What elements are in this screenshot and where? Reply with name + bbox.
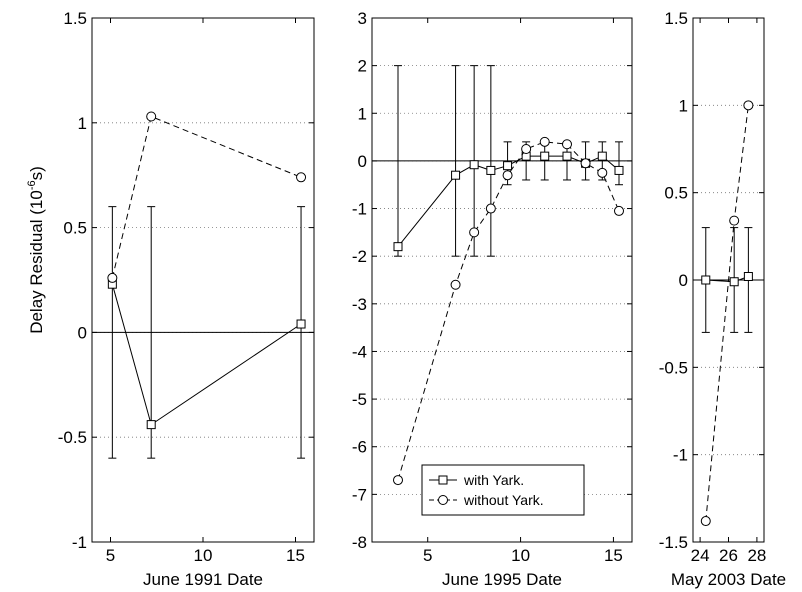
- series-line-without: [397, 141, 620, 481]
- x-tick-label: 5: [106, 546, 115, 565]
- legend-box: [421, 464, 585, 516]
- data-point-circle: [502, 170, 513, 181]
- data-point-square: [540, 151, 550, 161]
- y-tick-label: 1: [679, 96, 688, 115]
- y-tick-label: -7: [352, 485, 367, 504]
- data-point-square: [503, 161, 513, 171]
- data-point-square: [597, 151, 607, 161]
- data-point-square: [451, 170, 461, 180]
- data-point-circle: [521, 144, 532, 154]
- y-tick-label: -0.5: [58, 428, 87, 447]
- legend-marker-circle: [438, 495, 448, 505]
- y-tick-label: 1: [358, 104, 367, 123]
- data-point-circle: [562, 139, 572, 150]
- panel-3: -1.5 -1 -0.5 0 0.5 1 1.5 24 26 28 May 2003 Date: [659, 9, 786, 589]
- y-tick-label: -1: [352, 200, 367, 219]
- y-tick-label: -5: [352, 390, 367, 409]
- y-tick-label: 2: [358, 57, 367, 76]
- legend: with Yark. without Yark.: [421, 464, 585, 516]
- x-axis-title: May 2003 Date: [671, 570, 786, 589]
- legend-label-without: without Yark.: [463, 492, 544, 508]
- data-point-circle: [729, 215, 740, 226]
- data-point-circle: [485, 203, 496, 214]
- plot-frame: [91, 17, 315, 543]
- data-point-square: [296, 319, 306, 329]
- x-tick-label: 15: [604, 546, 623, 565]
- y-tick-label: -1.5: [659, 533, 688, 552]
- panel-1: -1 -0.5 0 0.5 1 1.5 5 10 15 June 1991 Date: [58, 9, 315, 589]
- series-line-with: [705, 276, 749, 283]
- y-axis-title: Delay Residual (10-6s): [26, 166, 46, 334]
- data-point-circle: [614, 205, 624, 216]
- y-tick-label: 1: [78, 114, 87, 133]
- data-point-square: [393, 242, 403, 252]
- y-tick-label: 0: [679, 271, 688, 290]
- data-point-circle: [146, 111, 157, 122]
- y-tick-label: -1: [72, 533, 87, 552]
- series-line-with: [111, 284, 302, 426]
- y-tick-label: -4: [352, 342, 367, 361]
- y-tick-label: -1: [673, 446, 688, 465]
- series-line-without: [705, 105, 749, 522]
- y-tick-label: -8: [352, 533, 367, 552]
- data-point-square: [701, 275, 711, 285]
- y-tick-label: 0: [358, 152, 367, 171]
- x-tick-label: 5: [423, 546, 432, 565]
- legend-label-with: with Yark.: [463, 472, 524, 488]
- y-tick-label: 0: [78, 323, 87, 342]
- data-point-circle: [700, 516, 711, 527]
- plot-frame: [371, 17, 633, 543]
- data-point-square: [469, 160, 479, 170]
- y-tick-label: -6: [352, 438, 367, 457]
- data-point-circle: [296, 172, 307, 183]
- y-tick-label: -2: [352, 247, 367, 266]
- y-tick-label: -0.5: [659, 358, 688, 377]
- data-point-circle: [743, 100, 754, 111]
- data-point-circle: [107, 272, 118, 283]
- data-point-circle: [539, 136, 550, 147]
- panel-2: -8 -7 -6 -5 -4 -3 -2 -1 0 1 2 3 5 10 15 June 1995 Date w…: [352, 9, 633, 589]
- x-tick-label: 15: [286, 546, 305, 565]
- x-tick-label: 10: [511, 546, 530, 565]
- x-axis-title: June 1995 Date: [442, 570, 562, 589]
- data-point-circle: [580, 158, 591, 169]
- y-tick-label: 1.5: [63, 9, 87, 28]
- y-axis-title-main: Delay Residual (10: [27, 190, 46, 334]
- y-tick-label: -3: [352, 295, 367, 314]
- legend-marker-square: [438, 475, 448, 485]
- x-axis-title: June 1991 Date: [143, 570, 263, 589]
- data-point-square: [562, 151, 572, 161]
- data-point-square: [614, 165, 624, 175]
- data-point-square: [486, 165, 496, 175]
- y-axis-title-unit: s): [27, 166, 46, 180]
- data-point-square: [729, 277, 739, 287]
- y-tick-label: 3: [358, 9, 367, 28]
- y-tick-label: 1.5: [664, 9, 688, 28]
- data-point-circle: [393, 475, 403, 486]
- x-tick-label: 24: [691, 546, 710, 565]
- data-point-square: [743, 272, 753, 282]
- data-point-square: [146, 420, 156, 430]
- data-point-circle: [469, 227, 480, 238]
- data-point-circle: [597, 167, 608, 178]
- y-tick-label: 0.5: [664, 184, 688, 203]
- y-tick-label: 0.5: [63, 219, 87, 238]
- x-tick-label: 10: [194, 546, 213, 565]
- series-line-without: [111, 115, 302, 279]
- x-tick-label: 26: [719, 546, 738, 565]
- data-point-circle: [450, 279, 461, 290]
- y-axis-title-exponent: -6: [26, 180, 38, 190]
- x-tick-label: 28: [747, 546, 766, 565]
